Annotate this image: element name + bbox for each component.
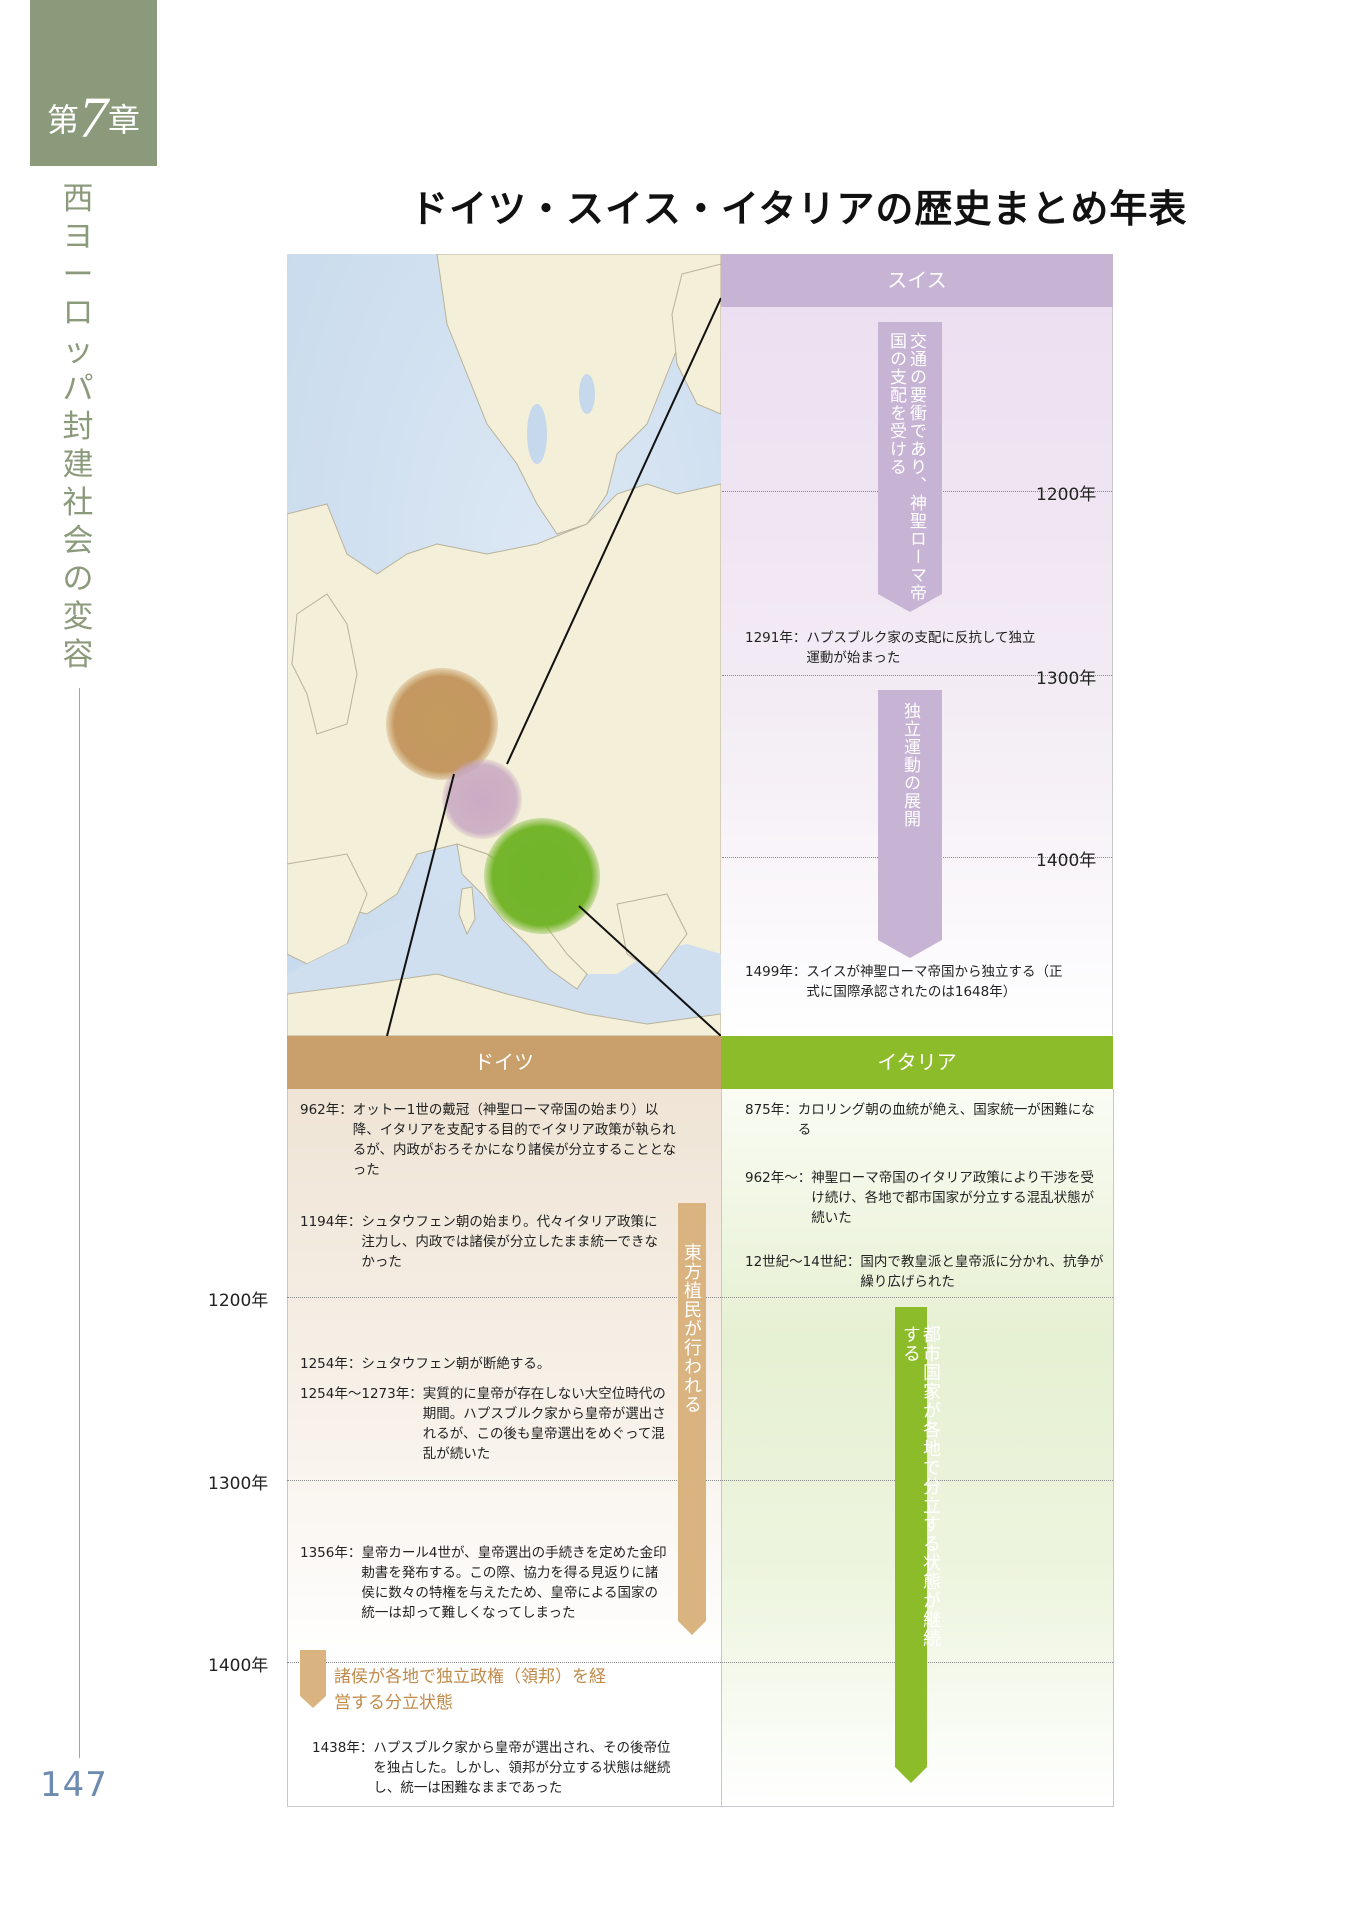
italy-header: イタリア: [721, 1036, 1113, 1089]
germany-arrow-colonization: 東方植民が行われる: [678, 1203, 706, 1635]
year-1300: 1300年: [208, 1474, 269, 1494]
year-1400: 1400年: [208, 1656, 269, 1676]
swiss-header: スイス: [721, 254, 1113, 307]
germany-event-1194: 1194年： シュタウフェン朝の始まり。代々イタリア政策に注力し、内政では諸侯が分…: [300, 1214, 658, 1270]
swiss-arrow-independence: 独立運動の展開: [878, 690, 942, 958]
chapter-label: 第7章: [46, 85, 141, 150]
swiss-arrow-control-label: 交通の要衝であり、神聖ローマ帝国の支配を受ける: [886, 332, 926, 602]
switzerland-marker: [442, 759, 522, 839]
germany-note-territorial: 諸侯が各地で独立政権（領邦）を経営する分立状態: [334, 1667, 606, 1713]
germany-event-interregnum: 1254年～1273年： 実質的に皇帝が存在しない大空位時代の期間。ハプスブルク家…: [300, 1386, 666, 1462]
swiss-event-1291: 1291年： ハプスブルク家の支配に反抗して独立運動が始まった: [745, 630, 1036, 666]
germany-event-1356: 1356年： 皇帝カール4世が、皇帝選出の手続きを定めた金印勅書を発布する。この際…: [300, 1545, 667, 1621]
italy-event-962: 962年～： 神聖ローマ帝国のイタリア政策により干渉を受け続け、各地で都市国家が分…: [745, 1170, 1095, 1226]
italy-event-875: 875年： カロリング朝の血統が絶え、国家統一が困難になる: [745, 1102, 1095, 1138]
germany-event-962: 962年： オットー1世の戴冠（神聖ローマ帝国の始まり）以降、イタリアを支配する目…: [300, 1102, 677, 1178]
italy-marker: [484, 818, 600, 934]
swiss-year-1400: 1400年: [1036, 851, 1097, 871]
swiss-year-1300: 1300年: [1036, 669, 1097, 689]
swiss-event-1499: 1499年： スイスが神聖ローマ帝国から独立する（正式に国際承認されたのは1648…: [745, 964, 1063, 1000]
italy-event-guelphs-ghibellines: 12世紀～14世紀： 国内で教皇派と皇帝派に分かれ、抗争が繰り広げられた: [745, 1254, 1104, 1290]
germany-header: ドイツ: [287, 1036, 721, 1089]
gridline-1400: [287, 1662, 1113, 1663]
germany-marker: [386, 668, 498, 780]
page-title: ドイツ・スイス・イタリアの歴史まとめ年表: [410, 187, 1188, 231]
rail-divider: [79, 688, 80, 1758]
swiss-year-1200: 1200年: [1036, 485, 1097, 505]
page-number: 147: [40, 1765, 108, 1805]
germany-arrow-territorial: [300, 1650, 326, 1708]
swiss-arrow-control: 交通の要衝であり、神聖ローマ帝国の支配を受ける: [878, 322, 942, 612]
germany-event-1438: 1438年： ハプスブルク家から皇帝が選出され、その後帝位を独占した。しかし、領邦…: [312, 1740, 671, 1796]
chapter-title: 西ヨーロッパ封建社会の変容: [62, 181, 94, 673]
italy-arrow-city-states: 都市国家が各地で分立する状態が継続する: [895, 1307, 941, 1783]
year-1200: 1200年: [208, 1291, 269, 1311]
germany-event-1254: 1254年： シュタウフェン朝が断絶する。: [300, 1356, 551, 1372]
germany-arrow-colonization-label: 東方植民が行われる: [681, 1243, 702, 1414]
swiss-arrow-independence-label: 独立運動の展開: [900, 702, 920, 828]
italy-arrow-city-states-label: 都市国家が各地で分立する状態が継続する: [900, 1325, 941, 1648]
germany-panel: [287, 1089, 722, 1807]
swiss-gridline-1300: [722, 675, 1112, 676]
europe-map: [287, 254, 721, 1036]
chapter-tab: [30, 0, 157, 166]
